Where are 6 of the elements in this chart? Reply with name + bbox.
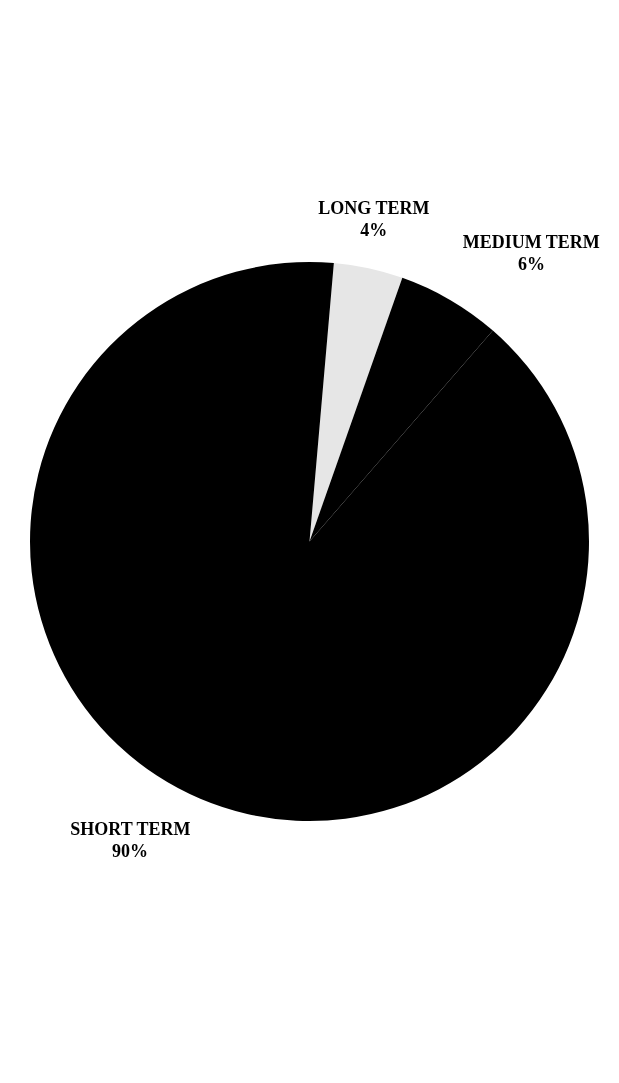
data-label: 90% xyxy=(112,841,149,862)
slice-label: MEDIUM TERM xyxy=(462,231,600,252)
data-label: 4% xyxy=(360,219,388,240)
data-label: 6% xyxy=(517,253,545,274)
slice-label: SHORT TERM xyxy=(70,819,191,840)
slice-label: LONG TERM xyxy=(318,197,430,218)
